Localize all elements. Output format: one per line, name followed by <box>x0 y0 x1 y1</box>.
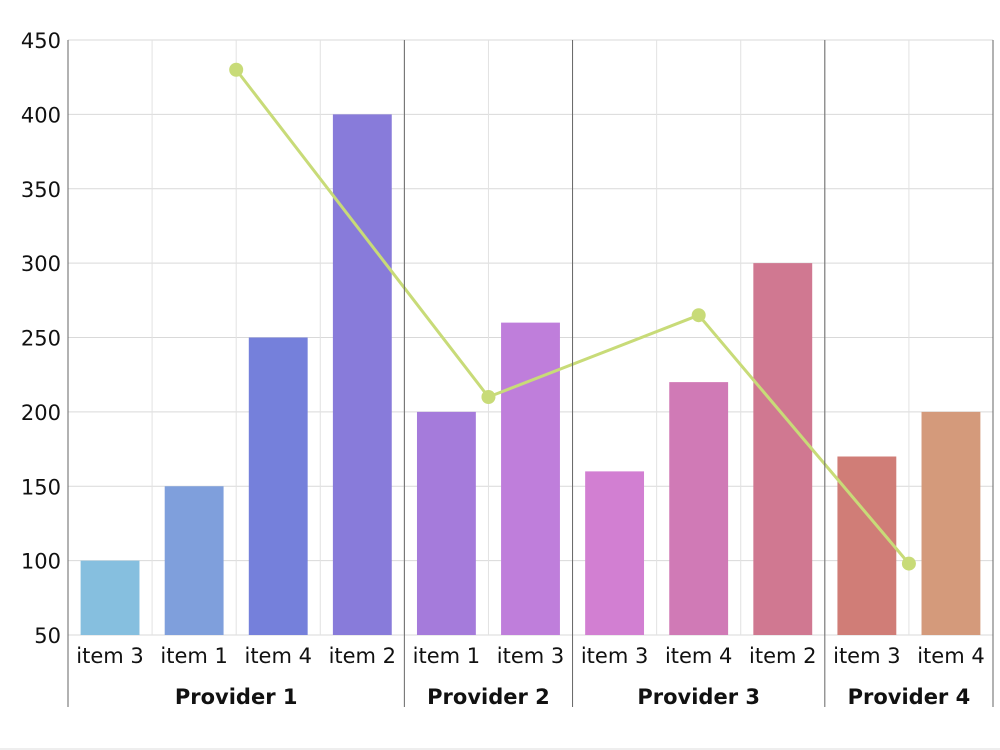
bar <box>753 263 813 635</box>
y-tick-label: 300 <box>21 252 61 276</box>
y-tick-label: 200 <box>21 401 61 425</box>
bar <box>164 486 224 635</box>
y-axis: 50 100 150 200 250 300 350 400 450 <box>21 29 61 648</box>
bar <box>921 411 981 635</box>
y-tick-label: 350 <box>21 178 61 202</box>
bar <box>80 560 140 635</box>
bar <box>416 411 476 635</box>
x-tick-label: item 1 <box>413 644 480 668</box>
group-label: Provider 1 <box>175 685 298 709</box>
y-tick-label: 100 <box>21 550 61 574</box>
x-tick-label: item 4 <box>917 644 984 668</box>
series-line <box>234 68 911 565</box>
x-tick-label: item 1 <box>160 644 227 668</box>
y-tick-label: 50 <box>34 624 61 648</box>
group-label: Provider 4 <box>848 685 971 709</box>
x-tick-label: item 2 <box>329 644 396 668</box>
line-point <box>901 556 916 571</box>
line-point <box>481 390 496 404</box>
y-tick-label: 450 <box>21 29 61 53</box>
group-label: Provider 3 <box>637 685 760 709</box>
bars <box>80 114 981 635</box>
bar <box>248 337 308 635</box>
x-axis: item 3 item 1 item 4 item 2 Provider 1 item 1… <box>67 40 994 709</box>
x-tick-label: item 4 <box>665 644 732 668</box>
x-tick-label: item 3 <box>497 644 564 668</box>
x-tick-label: item 4 <box>244 644 311 668</box>
y-tick-label: 250 <box>21 327 61 351</box>
bar <box>669 382 729 635</box>
y-tick-label: 400 <box>21 103 61 127</box>
line-point <box>691 308 706 323</box>
line-series <box>229 62 916 571</box>
x-tick-label: item 2 <box>749 644 816 668</box>
bar <box>585 471 645 635</box>
x-tick-label: item 3 <box>581 644 648 668</box>
x-tick-label: item 3 <box>76 644 143 668</box>
group-label: Provider 2 <box>427 685 550 709</box>
line-point <box>229 62 244 77</box>
bar <box>837 456 897 635</box>
bottom-divider <box>0 748 1000 750</box>
bar <box>501 322 560 635</box>
y-tick-label: 150 <box>21 475 61 499</box>
bar <box>332 114 392 635</box>
x-tick-label: item 3 <box>833 644 900 668</box>
